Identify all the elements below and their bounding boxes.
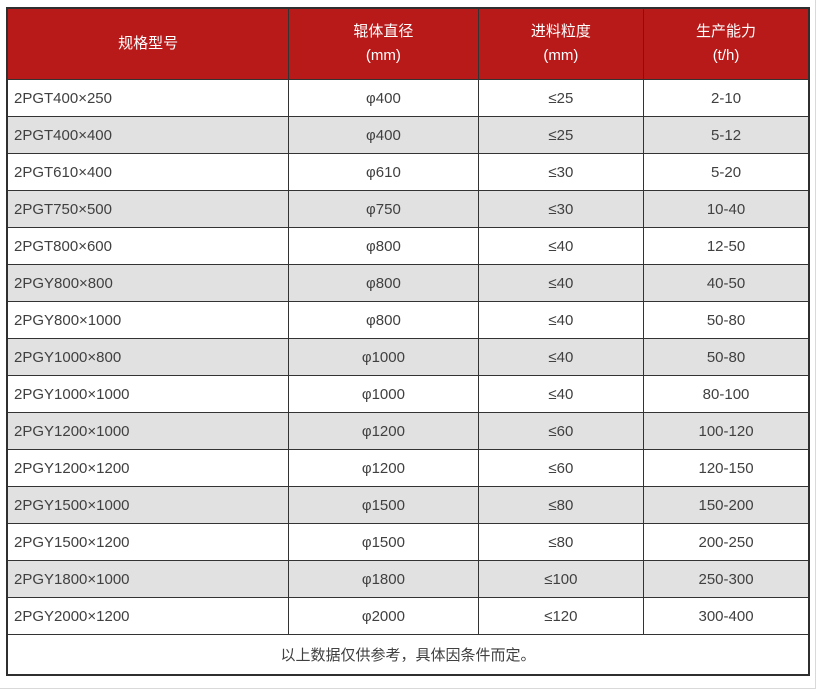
column-header-1: 规格型号 bbox=[6, 7, 290, 80]
roller_diameter-cell: φ1800 bbox=[288, 560, 479, 598]
roller_diameter-cell: φ1000 bbox=[288, 375, 479, 413]
capacity-cell: 12-50 bbox=[643, 227, 810, 265]
table-row: 2PGY1500×1200 φ1500 ≤80 200-250 bbox=[6, 523, 810, 561]
footnote-row: 以上数据仅供参考，具体因条件而定。 bbox=[6, 634, 810, 676]
feed_size-cell: ≤30 bbox=[477, 153, 645, 191]
table-row: 2PGY2000×1200 φ2000 ≤120 300-400 bbox=[6, 597, 810, 635]
feed_size-cell: ≤40 bbox=[477, 375, 645, 413]
roller_diameter-cell: φ400 bbox=[288, 116, 479, 154]
capacity-cell: 50-80 bbox=[643, 338, 810, 376]
model-cell: 2PGY1000×1000 bbox=[6, 375, 290, 413]
table-row: 2PGY1000×1000 φ1000 ≤40 80-100 bbox=[6, 375, 810, 413]
feed_size-cell: ≤40 bbox=[477, 227, 645, 265]
model-cell: 2PGY1000×800 bbox=[6, 338, 290, 376]
spec-table-footer: 以上数据仅供参考，具体因条件而定。 bbox=[6, 634, 810, 676]
capacity-cell: 2-10 bbox=[643, 79, 810, 117]
feed_size-cell: ≤40 bbox=[477, 338, 645, 376]
roller_diameter-cell: φ1500 bbox=[288, 523, 479, 561]
roller_diameter-cell: φ2000 bbox=[288, 597, 479, 635]
capacity-cell: 80-100 bbox=[643, 375, 810, 413]
capacity-cell: 5-20 bbox=[643, 153, 810, 191]
model-cell: 2PGY1200×1000 bbox=[6, 412, 290, 450]
feed_size-cell: ≤40 bbox=[477, 301, 645, 339]
capacity-cell: 10-40 bbox=[643, 190, 810, 228]
model-cell: 2PGT800×600 bbox=[6, 227, 290, 265]
model-cell: 2PGY1500×1200 bbox=[6, 523, 290, 561]
table-row: 2PGY800×1000 φ800 ≤40 50-80 bbox=[6, 301, 810, 339]
spec-table-body: 2PGT400×250 φ400 ≤25 2-10 2PGT400×400 φ400 ≤25… bbox=[6, 79, 810, 635]
table-row: 2PGY1200×1200 φ1200 ≤60 120-150 bbox=[6, 449, 810, 487]
capacity-cell: 200-250 bbox=[643, 523, 810, 561]
model-cell: 2PGY1800×1000 bbox=[6, 560, 290, 598]
column-header-3: 进料粒度 (mm) bbox=[477, 7, 645, 80]
table-row: 2PGT610×400 φ610 ≤30 5-20 bbox=[6, 153, 810, 191]
feed_size-cell: ≤80 bbox=[477, 523, 645, 561]
feed_size-cell: ≤30 bbox=[477, 190, 645, 228]
roller_diameter-cell: φ1200 bbox=[288, 449, 479, 487]
roller_diameter-cell: φ800 bbox=[288, 227, 479, 265]
feed_size-cell: ≤60 bbox=[477, 449, 645, 487]
spec-table-header: 规格型号 辊体直径 (mm) 进料粒度 (mm) 生产能力 (t/h) bbox=[6, 7, 810, 80]
capacity-cell: 5-12 bbox=[643, 116, 810, 154]
feed_size-cell: ≤120 bbox=[477, 597, 645, 635]
model-cell: 2PGY800×1000 bbox=[6, 301, 290, 339]
spec-table: 规格型号 辊体直径 (mm) 进料粒度 (mm) 生产能力 (t/h) 2PGT400×25… bbox=[6, 7, 810, 676]
roller_diameter-cell: φ750 bbox=[288, 190, 479, 228]
capacity-cell: 120-150 bbox=[643, 449, 810, 487]
capacity-cell: 100-120 bbox=[643, 412, 810, 450]
table-row: 2PGT400×250 φ400 ≤25 2-10 bbox=[6, 79, 810, 117]
table-row: 2PGT800×600 φ800 ≤40 12-50 bbox=[6, 227, 810, 265]
column-header-label: 生产能力 bbox=[696, 23, 757, 40]
table-row: 2PGY1500×1000 φ1500 ≤80 150-200 bbox=[6, 486, 810, 524]
model-cell: 2PGT750×500 bbox=[6, 190, 290, 228]
roller_diameter-cell: φ1500 bbox=[288, 486, 479, 524]
roller_diameter-cell: φ800 bbox=[288, 264, 479, 302]
capacity-cell: 150-200 bbox=[643, 486, 810, 524]
model-cell: 2PGY2000×1200 bbox=[6, 597, 290, 635]
capacity-cell: 40-50 bbox=[643, 264, 810, 302]
capacity-cell: 300-400 bbox=[643, 597, 810, 635]
footnote-text: 以上数据仅供参考，具体因条件而定。 bbox=[6, 634, 810, 676]
feed_size-cell: ≤25 bbox=[477, 116, 645, 154]
column-header-unit: (mm) bbox=[543, 47, 579, 64]
model-cell: 2PGY1500×1000 bbox=[6, 486, 290, 524]
feed_size-cell: ≤60 bbox=[477, 412, 645, 450]
table-row: 2PGY1800×1000 φ1800 ≤100 250-300 bbox=[6, 560, 810, 598]
roller_diameter-cell: φ1200 bbox=[288, 412, 479, 450]
model-cell: 2PGT400×400 bbox=[6, 116, 290, 154]
roller_diameter-cell: φ610 bbox=[288, 153, 479, 191]
roller_diameter-cell: φ400 bbox=[288, 79, 479, 117]
feed_size-cell: ≤80 bbox=[477, 486, 645, 524]
capacity-cell: 50-80 bbox=[643, 301, 810, 339]
feed_size-cell: ≤100 bbox=[477, 560, 645, 598]
model-cell: 2PGT400×250 bbox=[6, 79, 290, 117]
table-row: 2PGY800×800 φ800 ≤40 40-50 bbox=[6, 264, 810, 302]
feed_size-cell: ≤40 bbox=[477, 264, 645, 302]
column-header-2: 辊体直径 (mm) bbox=[288, 7, 479, 80]
table-row: 2PGY1200×1000 φ1200 ≤60 100-120 bbox=[6, 412, 810, 450]
column-header-label: 进料粒度 bbox=[530, 23, 591, 40]
column-header-4: 生产能力 (t/h) bbox=[643, 7, 810, 80]
table-row: 2PGT400×400 φ400 ≤25 5-12 bbox=[6, 116, 810, 154]
column-header-label: 辊体直径 bbox=[353, 23, 414, 40]
table-row: 2PGY1000×800 φ1000 ≤40 50-80 bbox=[6, 338, 810, 376]
roller_diameter-cell: φ1000 bbox=[288, 338, 479, 376]
feed_size-cell: ≤25 bbox=[477, 79, 645, 117]
model-cell: 2PGY800×800 bbox=[6, 264, 290, 302]
model-cell: 2PGT610×400 bbox=[6, 153, 290, 191]
column-header-unit: (mm) bbox=[365, 47, 401, 64]
column-header-unit: (t/h) bbox=[712, 47, 740, 64]
capacity-cell: 250-300 bbox=[643, 560, 810, 598]
column-header-label: 规格型号 bbox=[118, 35, 179, 52]
model-cell: 2PGY1200×1200 bbox=[6, 449, 290, 487]
roller_diameter-cell: φ800 bbox=[288, 301, 479, 339]
header-row: 规格型号 辊体直径 (mm) 进料粒度 (mm) 生产能力 (t/h) bbox=[6, 7, 810, 80]
table-row: 2PGT750×500 φ750 ≤30 10-40 bbox=[6, 190, 810, 228]
